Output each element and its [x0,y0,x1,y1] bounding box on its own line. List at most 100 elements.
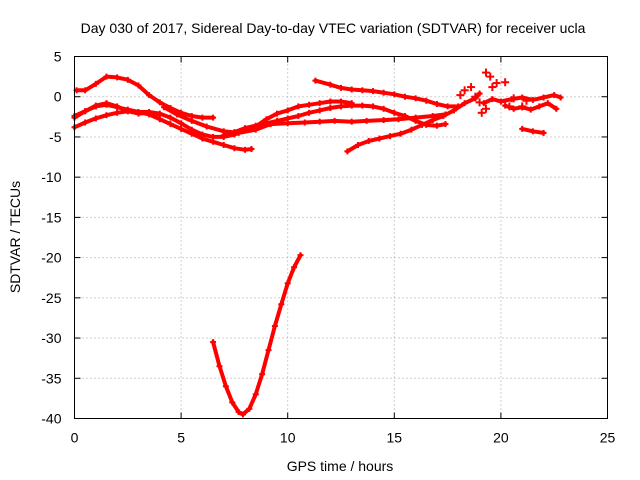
data-point [222,383,229,390]
data-point [82,108,89,115]
data-point [246,405,253,412]
scatter-point [486,72,495,81]
data-point [423,97,430,104]
x-tick-label: 25 [600,430,616,446]
x-tick-label: 10 [280,430,296,446]
scatter-point [492,79,501,88]
x-tick-label: 15 [387,430,403,446]
data-point [419,121,426,128]
y-tick-label: 5 [54,49,62,65]
data-point [348,86,355,93]
data-point [284,115,291,122]
data-point [146,92,153,99]
data-point [461,100,468,107]
data-point [203,123,210,130]
data-point [263,116,270,123]
data-point [239,411,246,418]
series-track-m [211,253,303,417]
data-point [210,114,217,121]
series-track-g [253,99,354,129]
scatter-point [505,102,514,111]
data-point [274,117,281,124]
data-point [529,128,536,135]
data-point [440,113,447,120]
data-point [316,100,323,107]
data-point [220,132,227,139]
data-point [540,94,547,101]
scatter-point [522,96,531,105]
scatter-point [460,86,469,95]
data-point [135,110,142,117]
data-point [551,92,558,99]
data-point [348,118,355,125]
data-point [178,125,185,132]
data-point [327,98,334,105]
data-point [369,103,376,110]
data-point [401,93,408,100]
data-point [297,252,304,259]
data-point [331,117,338,124]
axis-ticks: 0 5 10 15 20 25 -40 -35 -30 -25 -20 -15 -10 -5 0 5 [41,49,615,446]
scatter-point [467,83,476,92]
data-point [210,133,217,140]
data-point [199,131,206,138]
data-point [248,146,255,153]
data-point [231,145,238,152]
data-point [103,100,110,107]
data-point [92,102,99,109]
data-point [252,391,259,398]
data-point [450,107,457,114]
series-layer [71,68,564,418]
data-point [359,102,366,109]
data-point [291,264,298,271]
data-point [199,114,206,121]
data-point [306,101,313,108]
data-point [401,113,408,120]
data-point [476,90,483,97]
data-point [161,104,168,111]
data-point [284,107,291,114]
data-point [365,137,372,144]
data-point [124,76,131,83]
scatter-point [518,102,527,111]
y-tick-label: -20 [41,250,61,266]
data-point [274,110,281,117]
x-axis-title: GPS time / hours [287,458,394,474]
data-point [380,89,387,96]
data-point [376,135,383,142]
data-point [188,126,195,133]
y-tick-label: -10 [41,169,61,185]
data-point [259,371,266,378]
data-point [284,280,291,287]
data-point [369,88,376,95]
data-point [489,96,496,103]
data-point [519,94,526,101]
data-point [355,141,362,148]
data-point [271,322,278,329]
data-point [338,84,344,91]
data-point [135,82,142,89]
data-point [312,77,319,84]
data-point [348,100,355,107]
scatter-point [501,78,510,87]
data-point [391,91,398,98]
data-point [306,109,313,116]
data-point [557,94,564,101]
data-point [265,347,272,354]
data-point [103,73,110,80]
data-point [242,146,249,153]
data-point [216,363,223,370]
scatter-point [488,83,497,92]
data-point [229,399,236,406]
data-point [380,105,387,112]
data-point [92,115,99,122]
data-point [395,116,402,123]
data-point [433,122,440,129]
data-point [529,96,536,103]
plot-frame [74,56,608,419]
data-point [92,80,99,87]
x-tick-label: 5 [177,430,185,446]
data-point [188,117,195,124]
data-point [540,129,547,136]
